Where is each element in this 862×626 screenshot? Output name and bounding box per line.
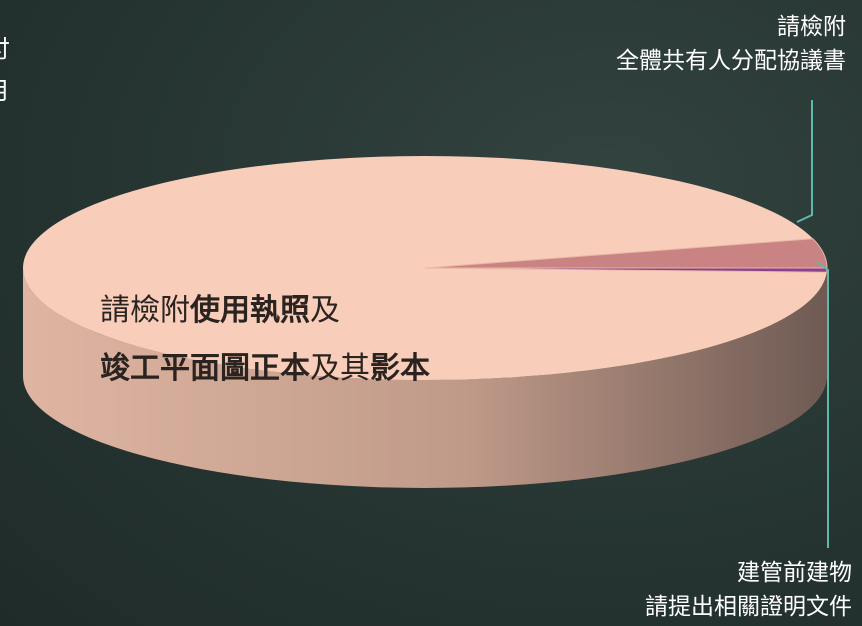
slice-label-agreement-line-2: 全體共有人分配協議書 [616,48,846,74]
main-seg-2-3: 影本 [370,351,430,386]
pie-side [23,268,827,488]
slice-label-license-line-1: 請檢附使用執照及 [100,282,430,340]
leader-line-agreement [796,100,813,223]
main-seg-1-3: 及 [310,293,340,328]
slice-label-pre-building-line-2: 請提出相關證明文件 [645,594,852,620]
slice-label-agreement: 請檢附 全體共有人分配協議書 [616,10,846,78]
cut-off-label-line-1: 付 [0,28,10,70]
leader-line-pre-building [816,261,829,548]
cut-off-label-line-2: 月 [0,70,10,112]
leader-lines [796,100,829,548]
slice-label-pre-building-line-1: 建管前建物 [737,560,852,586]
slice-label-agreement-line-1: 請檢附 [777,14,846,40]
slice-label-pre-building: 建管前建物 請提出相關證明文件 [645,556,852,624]
main-seg-1-2: 使用執照 [190,293,310,328]
main-seg-2-2: 及其 [310,351,370,386]
slice-label-license-line-2: 竣工平面圖正本及其影本 [100,340,430,398]
slice-label-license: 請檢附使用執照及 竣工平面圖正本及其影本 [100,282,430,398]
cut-off-label: 付 月 [0,28,10,112]
main-seg-2-1: 竣工平面圖正本 [100,351,310,386]
pie-side-wall [23,268,827,488]
main-seg-1-1: 請檢附 [100,293,190,328]
pie-slice-license [22,156,827,381]
pie-slices [22,156,828,381]
